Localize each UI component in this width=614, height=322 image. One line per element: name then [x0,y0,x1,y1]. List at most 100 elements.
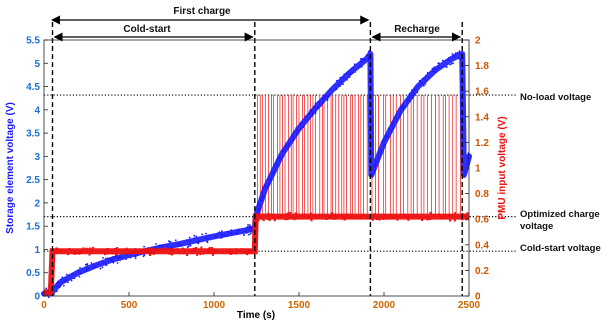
storage-point [453,55,456,58]
storage-point [186,246,189,249]
storage-point [346,78,348,81]
storage-point [261,199,263,202]
pmu-point [453,219,456,222]
storage-point [465,171,467,174]
storage-point [335,88,337,91]
storage-point [352,66,354,69]
pmu-point [68,247,71,250]
storage-point [168,240,170,243]
storage-point [349,72,352,75]
storage-point [245,232,248,234]
pmu-point [89,249,92,252]
pmu-point [56,247,59,250]
pmu-point [80,252,83,255]
storage-point [99,267,102,270]
storage-point [101,266,104,269]
storage-point [269,180,272,183]
reference-line-labels: No-load voltage Optimized charge voltage… [520,92,601,254]
storage-point [88,267,91,269]
storage-point [445,66,448,68]
pmu-point [172,248,174,251]
pmu-point [268,219,271,221]
storage-point [281,157,283,160]
storage-point [115,255,117,258]
pmu-point [79,251,81,254]
storage-point [174,239,177,242]
storage-point [433,66,436,68]
storage-point [112,261,115,264]
pmu-point [152,253,155,255]
storage-point [411,96,414,99]
y-axis-left-title: Storage element voltage (V) [5,102,16,234]
pmu-point [355,216,357,219]
pmu-point [452,216,455,219]
storage-point [47,296,50,299]
storage-point [230,229,233,232]
pmu-point [367,217,370,220]
pmu-point [382,215,385,218]
storage-point [70,279,73,282]
pmu-point [449,214,452,217]
storage-point [198,240,200,243]
storage-point [248,233,250,236]
pmu-point [373,213,376,216]
y-right-tick-label: 1.4 [475,112,489,123]
storage-point [237,230,240,233]
storage-point [466,160,468,162]
storage-point [155,243,157,245]
pmu-point [125,247,128,250]
storage-point [456,51,459,54]
pmu-point [75,252,78,254]
storage-point [177,244,180,247]
storage-point [387,127,390,130]
storage-point [129,256,132,259]
storage-point [205,232,207,235]
pmu-point [313,215,316,218]
storage-point [95,265,97,268]
pmu-point [212,253,214,256]
storage-point [264,183,267,186]
pmu-point [111,252,114,255]
storage-point [134,255,136,258]
pmu-point [168,252,171,255]
storage-point [268,183,270,185]
pmu-point [116,247,119,249]
storage-point [247,229,250,232]
storage-point [57,280,59,283]
storage-point [166,245,169,248]
storage-point [458,52,461,54]
pmu-point [376,218,379,221]
storage-point [420,82,423,85]
storage-point [307,112,310,115]
storage-point [463,170,466,173]
storage-point [235,232,238,235]
storage-point [61,282,63,284]
pmu-point [454,212,457,215]
pmu-point [178,252,181,255]
pmu-point [210,246,213,249]
pmu-point [158,250,161,253]
pmu-point [396,215,399,218]
storage-point [118,256,121,258]
y-right-tick-label: 1.8 [475,61,489,72]
storage-point [438,62,440,65]
pmu-point [73,251,76,254]
storage-point [258,207,261,210]
storage-point [327,96,330,99]
pmu-point [289,211,291,214]
y-left-tick-label: 4.5 [26,82,40,93]
storage-point [360,60,362,63]
storage-point [266,186,269,189]
storage-point [379,151,381,154]
y-right-tick-label: 0.6 [475,215,489,226]
storage-point [351,71,354,74]
plot-area [41,22,517,299]
storage-point [90,262,93,264]
pmu-point [270,213,273,216]
storage-point [311,114,314,117]
storage-point [378,157,380,160]
pmu-point [261,217,264,220]
pmu-point [53,252,55,255]
storage-point [398,115,401,118]
pmu-point [207,248,210,251]
